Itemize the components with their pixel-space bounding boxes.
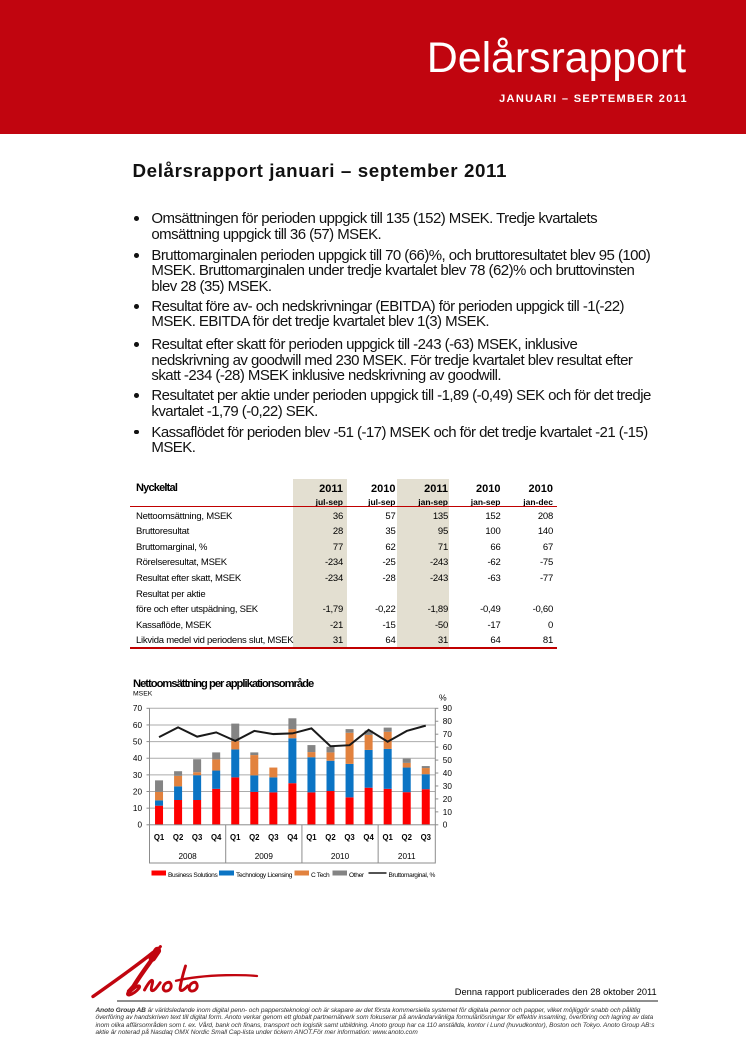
- svg-text:50: 50: [133, 737, 143, 746]
- svg-text:60: 60: [443, 743, 453, 752]
- svg-text:70: 70: [443, 730, 453, 739]
- svg-text:%: %: [439, 693, 447, 703]
- svg-text:Q1: Q1: [306, 833, 317, 842]
- svg-text:Q1: Q1: [382, 833, 393, 842]
- svg-text:Q4: Q4: [211, 833, 222, 842]
- svg-text:10: 10: [443, 808, 453, 817]
- svg-text:Q1: Q1: [154, 833, 165, 842]
- svg-text:2011: 2011: [398, 852, 416, 861]
- svg-text:2008: 2008: [179, 852, 198, 861]
- svg-text:Q2: Q2: [402, 833, 413, 842]
- svg-text:20: 20: [133, 787, 143, 796]
- svg-text:0: 0: [137, 821, 142, 830]
- svg-text:80: 80: [443, 717, 453, 726]
- svg-text:Technology Licensing: Technology Licensing: [236, 872, 293, 879]
- svg-text:40: 40: [443, 769, 453, 778]
- svg-text:60: 60: [133, 721, 143, 730]
- svg-text:Q1: Q1: [230, 833, 241, 842]
- svg-text:0: 0: [443, 821, 448, 830]
- svg-text:40: 40: [133, 754, 143, 763]
- svg-text:30: 30: [133, 771, 143, 780]
- svg-text:Q3: Q3: [268, 833, 279, 842]
- svg-text:C Tech: C Tech: [311, 872, 330, 879]
- svg-text:Q3: Q3: [344, 833, 355, 842]
- svg-text:30: 30: [443, 782, 453, 791]
- svg-text:Q4: Q4: [363, 833, 374, 842]
- svg-text:2010: 2010: [331, 852, 350, 861]
- svg-text:Q2: Q2: [325, 833, 336, 842]
- svg-text:20: 20: [443, 795, 453, 804]
- svg-text:70: 70: [133, 704, 143, 713]
- svg-text:Q4: Q4: [287, 833, 298, 842]
- svg-text:Business Solutions: Business Solutions: [168, 872, 218, 879]
- svg-text:Bruttomarginal, %: Bruttomarginal, %: [389, 872, 436, 879]
- svg-text:Q3: Q3: [421, 833, 432, 842]
- svg-text:Nettoomsättning per applikatio: Nettoomsättning per applikationsområde: [133, 678, 314, 690]
- svg-text:50: 50: [443, 756, 453, 765]
- svg-text:90: 90: [443, 704, 453, 713]
- svg-text:Q2: Q2: [173, 833, 184, 842]
- svg-text:Q2: Q2: [249, 833, 260, 842]
- svg-text:MSEK: MSEK: [133, 691, 153, 698]
- svg-text:10: 10: [133, 804, 143, 813]
- svg-text:Other: Other: [349, 872, 365, 879]
- svg-text:Q3: Q3: [192, 833, 203, 842]
- svg-text:2009: 2009: [255, 852, 274, 861]
